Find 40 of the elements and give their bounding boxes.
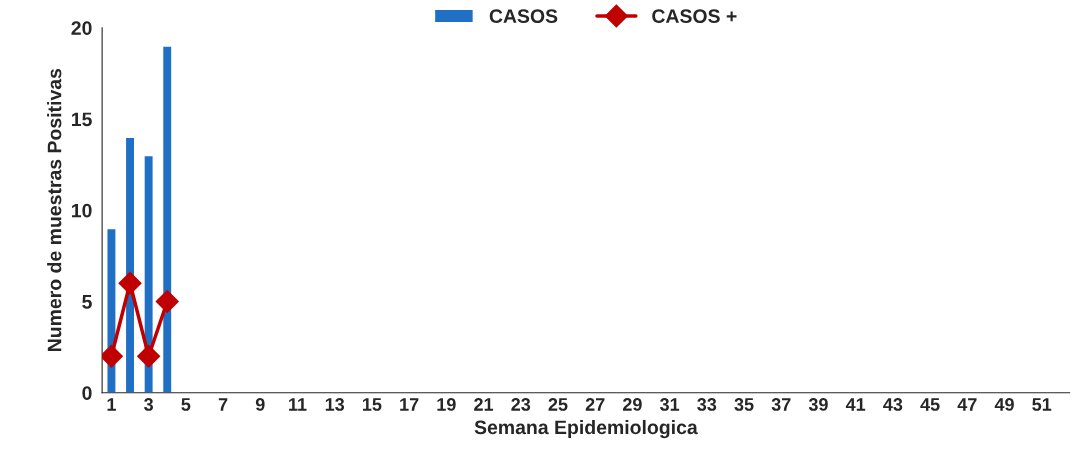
x-tick-label: 17 <box>400 398 419 411</box>
x-tick-label: 33 <box>697 398 717 411</box>
x-tick-label: 45 <box>920 398 940 411</box>
x-tick-label: 29 <box>622 398 642 411</box>
bar <box>161 45 173 393</box>
x-tick-label: 39 <box>808 398 828 411</box>
x-tick-label: 27 <box>585 398 605 411</box>
x-tick-label: 15 <box>363 398 382 411</box>
y-tick-label: 0 <box>82 386 92 400</box>
x-tick-label: 9 <box>255 398 265 411</box>
x-tick-label: 11 <box>289 398 307 411</box>
point <box>118 271 142 295</box>
x-tick-label: 23 <box>511 398 531 411</box>
y-tick-label: 20 <box>71 21 92 35</box>
x-tick-label: 13 <box>325 398 345 411</box>
x-tick-label: 47 <box>957 398 977 411</box>
x-tick-label: 37 <box>771 398 791 411</box>
x-tick-label: 3 <box>144 398 154 411</box>
x-tick-label: 31 <box>659 398 680 411</box>
x-tick-label: 41 <box>845 398 866 411</box>
legend-label: CASOS + <box>652 9 737 23</box>
x-tick-label: 21 <box>474 398 494 411</box>
x-tick-label: 25 <box>548 398 568 411</box>
legend-label: CASOS <box>489 9 558 23</box>
x-tick-label: 35 <box>734 398 754 411</box>
bar <box>143 154 154 393</box>
x-tick-label: 43 <box>883 398 903 411</box>
y-tick-label: 15 <box>72 112 92 127</box>
point <box>155 289 179 313</box>
y-axis-title: Numero de muestras Positivas <box>47 68 62 352</box>
y-tick-label: 5 <box>82 295 92 309</box>
point <box>137 344 161 368</box>
x-tick-label: 1 <box>107 398 116 411</box>
x-tick-label: 51 <box>1032 398 1052 411</box>
x-axis-title: Semana Epidemiologica <box>474 419 698 439</box>
x-tick-label: 19 <box>437 398 456 411</box>
x-tick-label: 5 <box>181 398 191 411</box>
x-tick-label: 7 <box>218 398 228 411</box>
x-tick-label: 49 <box>994 398 1014 411</box>
y-tick-label: 10 <box>72 203 92 218</box>
